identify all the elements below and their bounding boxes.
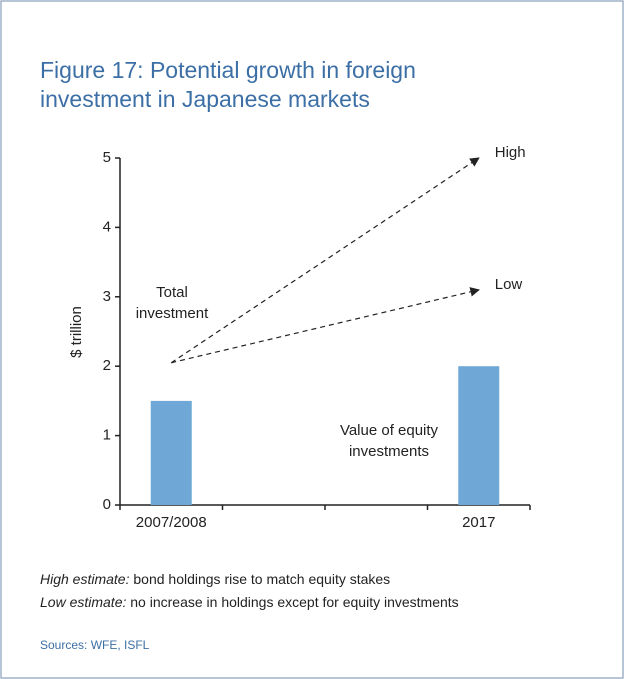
chart-title: investment in Japanese markets <box>40 86 370 112</box>
note: Low estimate: no increase in holdings ex… <box>40 594 459 610</box>
x-tick-label: 2017 <box>462 514 495 531</box>
y-tick-label: 0 <box>103 496 111 513</box>
annotation: Value of equity <box>340 422 439 439</box>
annotation: investments <box>349 443 429 460</box>
x-tick-label: 2007/2008 <box>136 514 207 531</box>
note-text: no increase in holdings except for equit… <box>126 594 458 610</box>
annotation: investment <box>136 305 209 322</box>
bar <box>150 400 192 505</box>
chart-title: Figure 17: Potential growth in foreign <box>40 57 416 83</box>
y-tick-label: 2 <box>103 357 111 374</box>
source: Sources: WFE, ISFL <box>40 638 150 652</box>
y-tick-label: 1 <box>103 427 111 444</box>
y-tick-label: 5 <box>103 149 111 166</box>
annotation: Total <box>156 284 188 301</box>
note-lead: High estimate: <box>40 571 130 587</box>
note: High estimate: bond holdings rise to mat… <box>40 571 390 587</box>
note-lead: Low estimate: <box>40 594 126 610</box>
y-tick-label: 4 <box>103 218 111 235</box>
projection-line <box>171 287 480 364</box>
y-axis-label: $ trillion <box>68 306 85 358</box>
projection-label: Low <box>495 276 523 293</box>
projection-line <box>170 157 480 364</box>
bar <box>458 366 500 505</box>
projection-label: High <box>495 144 526 161</box>
y-tick-label: 3 <box>103 288 111 305</box>
note-text: bond holdings rise to match equity stake… <box>129 571 390 587</box>
